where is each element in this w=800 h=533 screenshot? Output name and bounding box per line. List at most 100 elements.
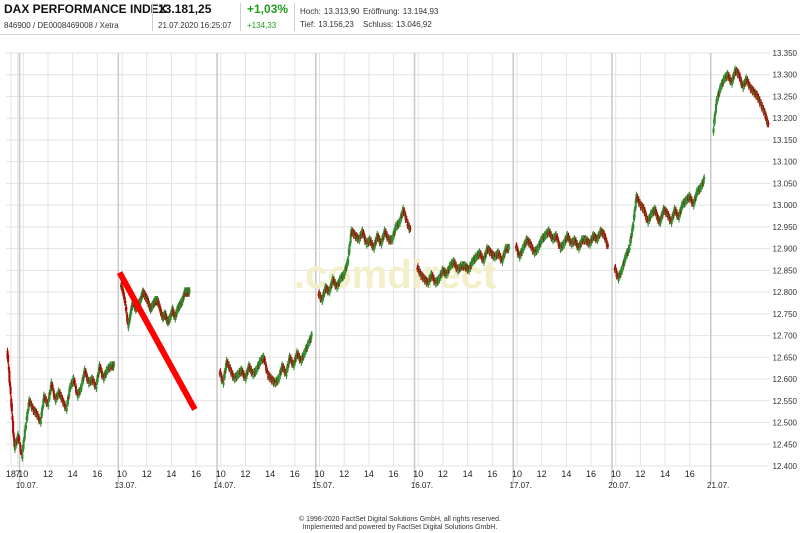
candle-body [365,245,368,247]
candle-body [733,70,736,77]
candle-body [347,258,350,264]
candle-body [528,241,531,245]
candle-body [677,218,680,220]
candle-body [581,241,584,243]
candle-body [391,239,394,242]
candle-body [631,228,634,236]
candle-body [81,376,84,384]
candle-body [524,239,527,245]
y-tick-label: 13.000 [773,201,798,210]
x-tick-label: 14 [166,469,176,479]
candle-body [604,236,607,238]
candle-body [713,113,716,123]
candle-body [735,69,738,71]
candle-body [343,274,346,277]
candle-body [62,400,65,402]
candle-body [402,207,405,210]
candle-body [391,237,394,239]
candle-body [394,226,397,233]
high-low-cell: Hoch: 13.313,90 Tief: 13.156,23 [300,5,360,31]
candle-body [620,268,623,271]
candle-body [702,178,705,184]
candle-body [464,267,467,269]
candle-body [614,266,617,269]
candle-body [442,272,445,274]
candle-body [595,237,598,241]
candle-body [479,254,482,257]
candle-body [127,326,130,329]
candle-body [307,344,310,347]
candle-body [166,323,169,325]
candle-body [270,376,273,378]
candle-body [437,277,440,283]
candle-body [580,239,583,245]
x-tick-label: 16 [389,469,399,479]
candle-body [586,238,589,240]
candle-body [218,372,221,375]
candle-body [731,83,734,86]
candle-body [39,419,42,421]
candle-body [321,300,324,303]
candle-body [591,234,594,241]
open-value: 13.194,93 [402,7,439,16]
candle-body [558,244,561,247]
candle-body [639,206,642,209]
candle-body [536,247,539,252]
candle-body [403,209,406,212]
x-tick-label: 10 [18,469,28,479]
candle-body [241,370,244,372]
candle-body [578,249,580,251]
candle-body [515,246,518,249]
candle-body [543,234,546,239]
candle-body [328,289,331,291]
header-divider [152,3,153,31]
candle-body [548,230,551,232]
candle-body [692,205,695,207]
x-tick-label: 14 [561,469,571,479]
candle-body [752,89,755,93]
candle-body [310,333,313,336]
candle-body [548,232,551,235]
y-tick-label: 12.650 [773,353,798,362]
candle-body [589,245,592,247]
candle-body [536,246,539,248]
candle-body [252,376,255,378]
candle-body [670,222,673,225]
candle-body [57,389,60,392]
candle-body [398,220,401,222]
candle-body [624,255,627,258]
high-value: 13.313,90 [323,7,360,16]
price-series [6,65,770,462]
candle-body [271,378,274,380]
candle-body [20,451,23,456]
candle-body [110,367,113,369]
candle-body [79,387,82,393]
candle-body [501,261,504,264]
candle-body [423,276,426,278]
candle-body [431,274,434,276]
candle-body [440,269,443,276]
candle-body [100,370,103,377]
candle-body [537,249,540,251]
candle-body [569,241,572,243]
candle-body [35,411,38,413]
candle-body [479,252,482,254]
candle-body [600,232,603,235]
index-name: DAX PERFORMANCE INDEX [4,2,167,16]
candle-body [279,370,282,377]
candle-body [329,283,332,290]
candle-body [292,366,295,368]
candle-body [41,407,44,409]
x-date-label: 15.07. [312,481,334,490]
candle-body [486,250,489,252]
candle-body [375,235,378,242]
candle-body [84,370,87,373]
candle-body [49,392,52,394]
candle-body [644,209,647,212]
candle-body [134,310,137,312]
candle-body [265,364,268,372]
candle-body [407,222,410,224]
candle-body [75,386,78,393]
candle-body [448,265,451,271]
price-chart[interactable]: .comdirect 12.40012.45012.50012.55012.60… [0,34,800,510]
